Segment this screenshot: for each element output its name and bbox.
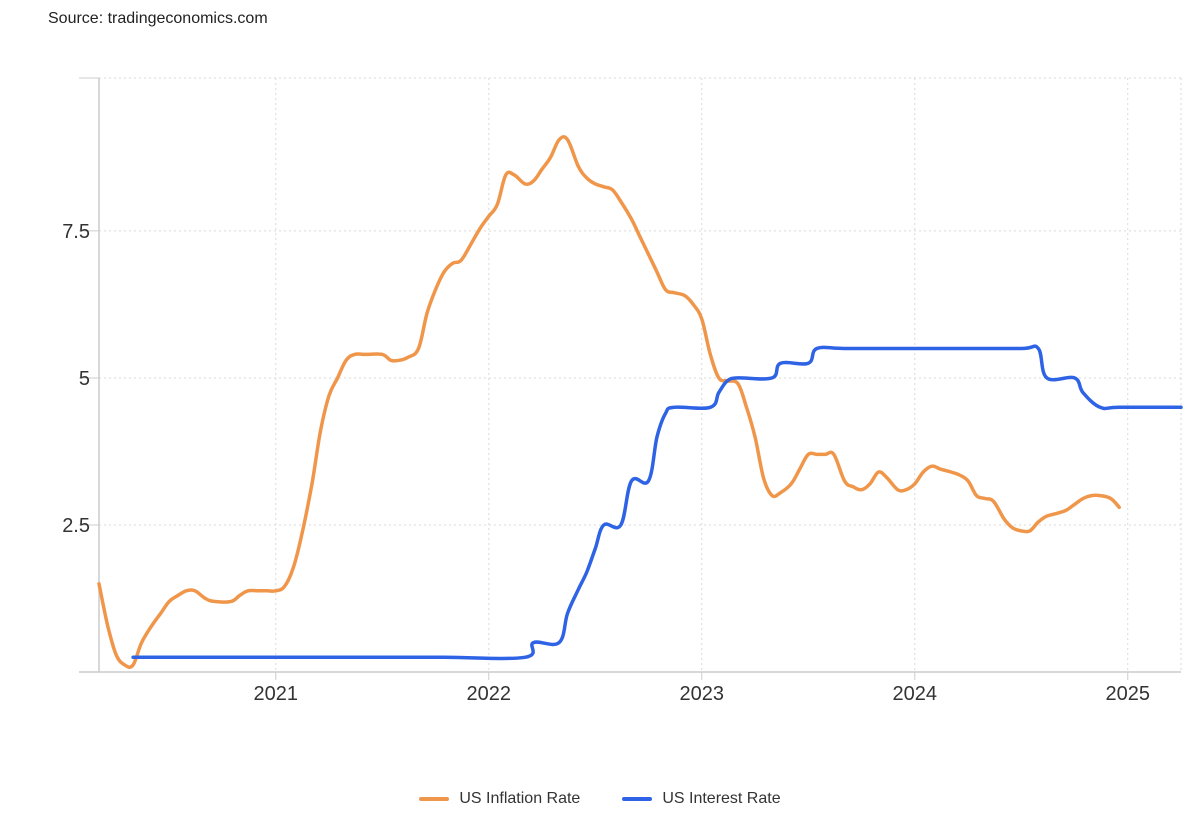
legend-label-inflation: US Inflation Rate: [459, 790, 581, 807]
series-line-inflation: [97, 135, 1121, 669]
axes: [79, 77, 1181, 680]
x-tick-label: 2022: [467, 683, 512, 705]
y-tick-label: 5: [79, 368, 90, 390]
x-tick-label: 2021: [254, 683, 299, 705]
x-tick-label: 2025: [1106, 683, 1151, 705]
legend-item-interest[interactable]: US Interest Rate: [622, 790, 781, 808]
y-tick-label: 7.5: [62, 221, 90, 243]
y-tick-label: 2.5: [62, 515, 90, 537]
legend-item-inflation[interactable]: US Inflation Rate: [419, 790, 580, 808]
line-chart: 2.5 5 7.5 2021 2022 2023 2024 2025: [62, 77, 1183, 705]
legend: US Inflation Rate US Interest Rate: [0, 790, 1200, 808]
series-lines: [97, 135, 1183, 669]
series-line-interest: [131, 344, 1183, 661]
legend-swatch-interest: [622, 797, 653, 801]
legend-swatch-inflation: [419, 797, 450, 801]
legend-label-interest: US Interest Rate: [662, 790, 781, 807]
x-tick-label: 2024: [893, 683, 938, 705]
x-tick-label: 2023: [680, 683, 725, 705]
source-caption: Source: tradingeconomics.com: [48, 10, 268, 27]
grid-lines: [99, 77, 1182, 672]
tick-labels: 2.5 5 7.5 2021 2022 2023 2024 2025: [62, 221, 1150, 705]
